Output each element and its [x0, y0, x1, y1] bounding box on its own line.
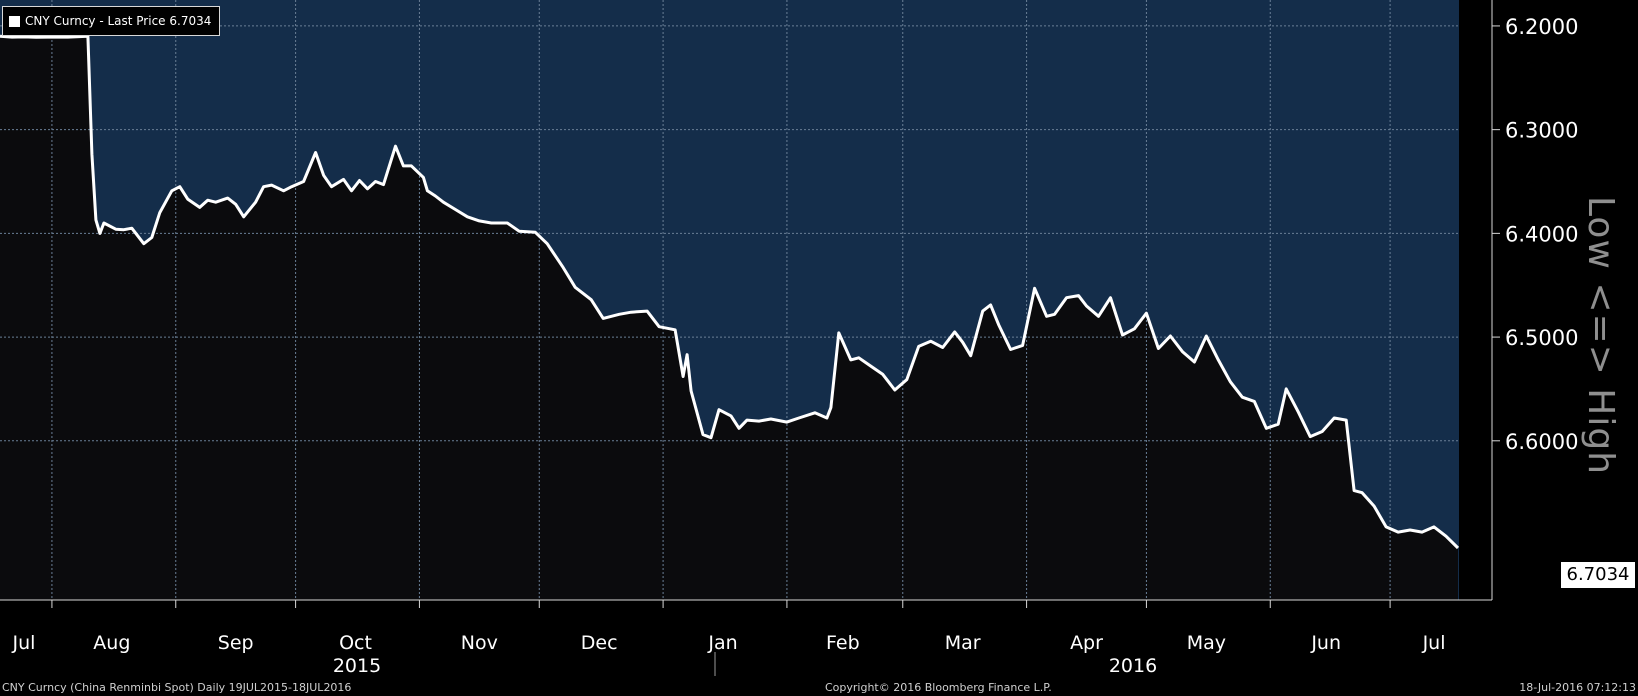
legend-swatch	[9, 15, 20, 27]
footer-center: Copyright© 2016 Bloomberg Finance L.P.	[825, 681, 1052, 694]
axes	[0, 0, 1493, 676]
x-tick-label: Mar	[945, 632, 981, 654]
x-tick-label: Jun	[1310, 632, 1341, 654]
footer-right: 18-Jul-2016 07:12:13	[1519, 681, 1636, 694]
y-tick-label: 6.5000	[1505, 326, 1578, 350]
year-label: 2016	[1109, 655, 1157, 677]
tick-labels: 6.2000 6.3000 6.4000 6.5000 6.6000 Jul Aug Sep O…	[11, 15, 1578, 677]
legend-box: CNY Curncy - Last Price 6.7034	[2, 6, 221, 36]
x-tick-label: Feb	[826, 632, 860, 654]
x-tick-label: May	[1187, 632, 1226, 654]
side-label: Low <=> High	[1580, 196, 1621, 476]
x-tick-label: Sep	[218, 632, 254, 654]
x-tick-label: Nov	[461, 632, 498, 654]
y-tick-label: 6.3000	[1505, 119, 1578, 143]
x-tick-label: Jan	[707, 632, 737, 654]
price-series-line	[0, 34, 1460, 550]
legend-label: CNY Curncy - Last Price 6.7034	[25, 14, 212, 28]
last-price-tag: 6.7034	[1561, 562, 1635, 588]
y-tick-label: 6.2000	[1505, 15, 1578, 39]
x-tick-label: Apr	[1070, 632, 1103, 654]
year-label: 2015	[333, 655, 381, 677]
x-tick-label: Jul	[1422, 632, 1446, 654]
x-tick-label: Aug	[93, 632, 130, 654]
x-tick-label: Dec	[581, 632, 618, 654]
upper-fill-area	[0, 0, 1458, 549]
x-tick-label: Jul	[11, 632, 35, 654]
y-tick-label: 6.4000	[1505, 222, 1578, 246]
lower-fill-area	[0, 36, 1458, 601]
x-tick-label: Oct	[339, 632, 372, 654]
y-tick-label: 6.6000	[1505, 430, 1578, 454]
footer-left: CNY Curncy (China Renminbi Spot) Daily 1…	[2, 681, 352, 694]
grid-lines	[0, 0, 1468, 598]
